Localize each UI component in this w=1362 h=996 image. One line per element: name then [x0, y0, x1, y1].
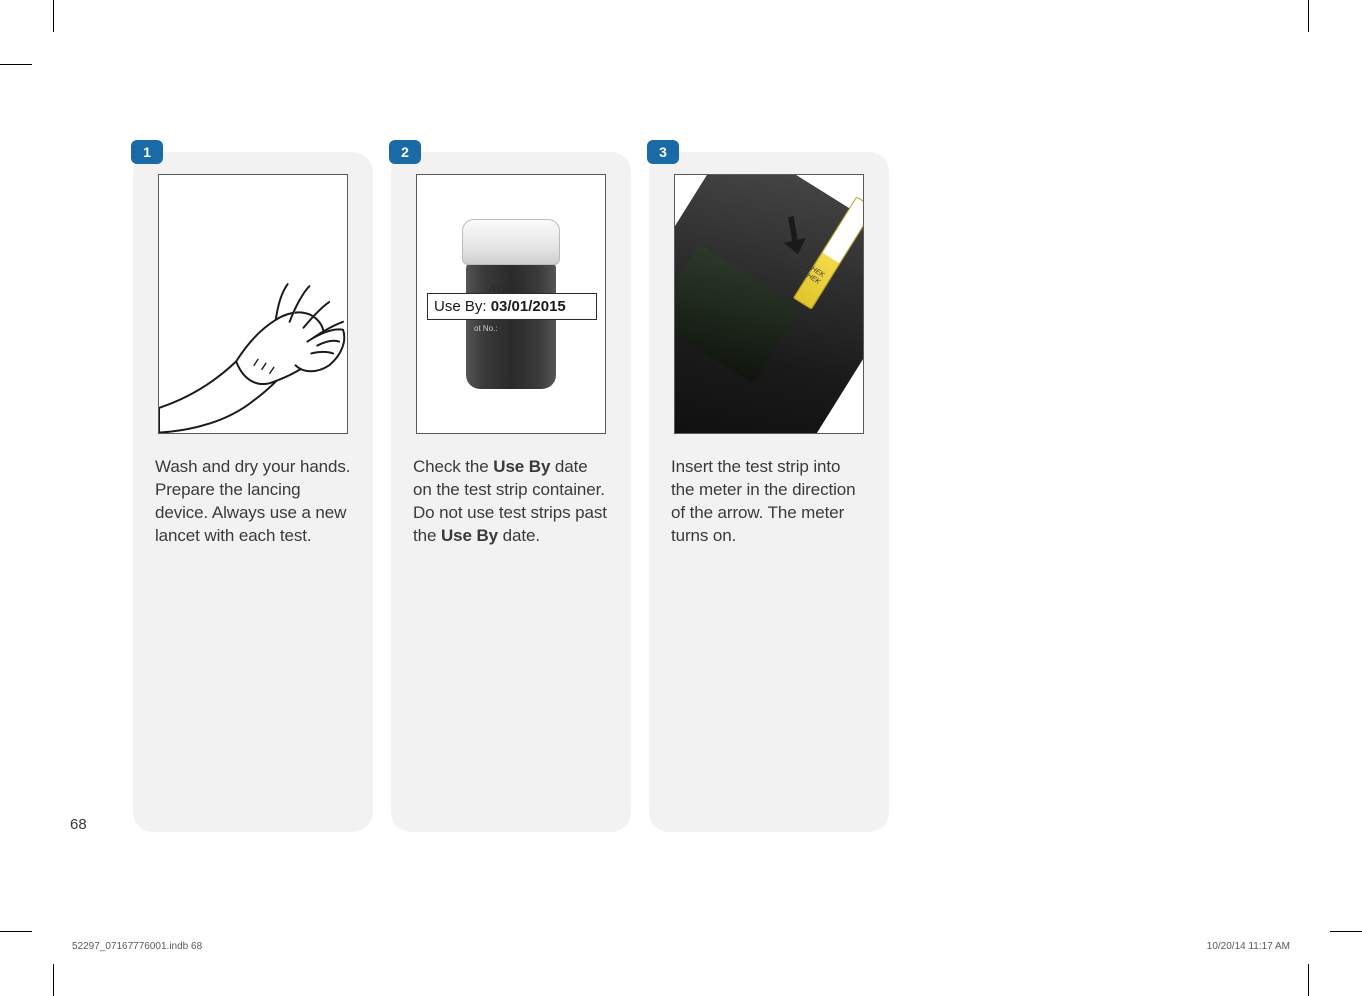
step-caption: Wash and dry your hands. Prepare the lan…	[155, 456, 351, 548]
caption-text: Check the	[413, 457, 493, 476]
step-illustration-2: ACCU-CHEK se By: ot No.: ot No.: Use By:…	[416, 174, 606, 434]
step-badge: 2	[389, 140, 421, 164]
caption-text: date.	[498, 526, 540, 545]
step-caption: Insert the test strip into the meter in …	[671, 456, 867, 548]
use-by-prefix: Use By:	[434, 298, 491, 315]
footer-timestamp: 10/20/14 11:17 AM	[1207, 941, 1290, 952]
step-badge: 1	[131, 140, 163, 164]
crop-mark	[1330, 931, 1362, 932]
step-illustration-1	[158, 174, 348, 434]
crop-mark	[0, 64, 32, 65]
meter-icon	[674, 174, 864, 434]
hands-wash-icon	[159, 175, 347, 433]
crop-mark	[1308, 964, 1309, 996]
crop-mark	[0, 931, 32, 932]
step-cards: 1	[133, 152, 889, 832]
step-card-2: 2 ACCU-CHEK se By: ot No.: ot No.: Use B…	[391, 152, 631, 832]
page-number: 68	[70, 816, 87, 833]
crop-mark	[53, 0, 54, 32]
step-caption: Check the Use By date on the test strip …	[413, 456, 609, 548]
crop-mark	[1308, 0, 1309, 32]
use-by-date: 03/01/2015	[491, 298, 566, 315]
use-by-callout: Use By: 03/01/2015	[427, 293, 597, 320]
footer-filename: 52297_07167776001.indb 68	[72, 941, 202, 952]
caption-bold: Use By	[441, 526, 498, 545]
crop-mark	[53, 964, 54, 996]
step-card-3: 3 ACCU-CHEK ACCU-CHEK Insert the test st…	[649, 152, 889, 832]
caption-bold: Use By	[493, 457, 550, 476]
step-card-1: 1	[133, 152, 373, 832]
step-badge: 3	[647, 140, 679, 164]
step-illustration-3: ACCU-CHEK ACCU-CHEK	[674, 174, 864, 434]
